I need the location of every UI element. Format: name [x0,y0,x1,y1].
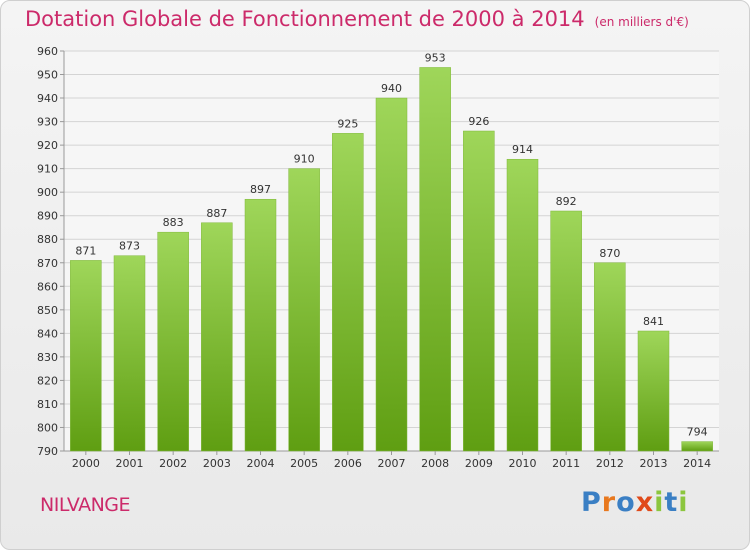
y-tick-label: 790 [37,445,58,458]
logo-letter: i [654,487,665,518]
bar-2005 [288,168,320,452]
y-tick-label: 840 [37,327,58,340]
data-label-2011: 892 [556,195,577,208]
bar-2000 [70,260,102,452]
data-label-2007: 940 [381,82,402,95]
logo-letter: x [635,487,655,518]
data-label-2008: 953 [425,51,446,64]
y-tick-label: 900 [37,186,58,199]
x-tick-label-2005: 2005 [290,457,318,470]
bar-2014 [681,441,713,452]
bar-2009 [463,130,495,452]
y-tick-label: 860 [37,280,58,293]
chart-title: Dotation Globale de Fonctionnement de 20… [25,7,689,31]
y-tick-label: 910 [37,163,58,176]
bar-2002 [157,231,189,452]
y-tick-label: 800 [37,421,58,434]
bar-2007 [375,97,408,452]
y-tick-label: 950 [37,69,58,82]
x-tick-label-2006: 2006 [334,457,362,470]
data-label-2004: 897 [250,183,271,196]
x-tick-label-2001: 2001 [116,457,144,470]
x-tick-label-2013: 2013 [640,457,668,470]
y-tick-label: 930 [37,116,58,129]
proxiti-logo: Proxiti [581,487,689,518]
y-tick-label: 830 [37,351,58,364]
data-label-2001: 873 [119,240,140,253]
logo-letter: P [581,487,602,518]
x-tick-label-2011: 2011 [552,457,580,470]
x-tick-label-2010: 2010 [509,457,537,470]
x-tick-label-2002: 2002 [159,457,187,470]
x-tick-label-2000: 2000 [72,457,100,470]
x-tick-label-2014: 2014 [683,457,711,470]
data-label-2006: 925 [337,117,358,130]
bar-2012 [594,262,626,452]
x-tick-label-2003: 2003 [203,457,231,470]
y-tick-label: 850 [37,304,58,317]
y-tick-label: 820 [37,374,58,387]
logo-letter: o [616,487,636,518]
data-label-2009: 926 [468,115,489,128]
y-tick-label: 880 [37,233,58,246]
bar-2008 [419,67,451,452]
data-label-2000: 871 [75,244,96,257]
bar-2011 [550,210,582,452]
chart-unit-text: (en milliers d'€) [594,15,689,29]
data-label-2002: 883 [163,216,184,229]
data-label-2010: 914 [512,143,533,156]
bar-2001 [113,255,146,452]
x-tick-label-2012: 2012 [596,457,624,470]
data-label-2014: 794 [687,426,708,439]
y-tick-label: 890 [37,210,58,223]
data-label-2013: 841 [643,315,664,328]
y-tick-label: 920 [37,139,58,152]
commune-name: NILVANGE [40,494,131,516]
chart-title-text: Dotation Globale de Fonctionnement de 20… [25,7,585,31]
logo-letter: i [678,487,689,518]
bar-2004 [244,198,277,452]
y-tick-label: 940 [37,92,58,105]
bar-2003 [201,222,233,452]
y-tick-label: 810 [37,398,58,411]
x-tick-label-2009: 2009 [465,457,493,470]
bar-2013 [637,330,670,452]
data-label-2012: 870 [599,247,620,260]
data-label-2003: 887 [206,207,227,220]
data-label-2005: 910 [294,153,315,166]
bar-2010 [506,158,539,452]
bar-2006 [332,133,364,452]
y-tick-label: 870 [37,257,58,270]
logo-letter: t [664,487,679,518]
x-tick-label-2007: 2007 [378,457,406,470]
x-tick-label-2004: 2004 [247,457,275,470]
logo-letter: r [601,487,617,518]
y-tick-label: 960 [37,45,58,58]
x-tick-label-2008: 2008 [421,457,449,470]
